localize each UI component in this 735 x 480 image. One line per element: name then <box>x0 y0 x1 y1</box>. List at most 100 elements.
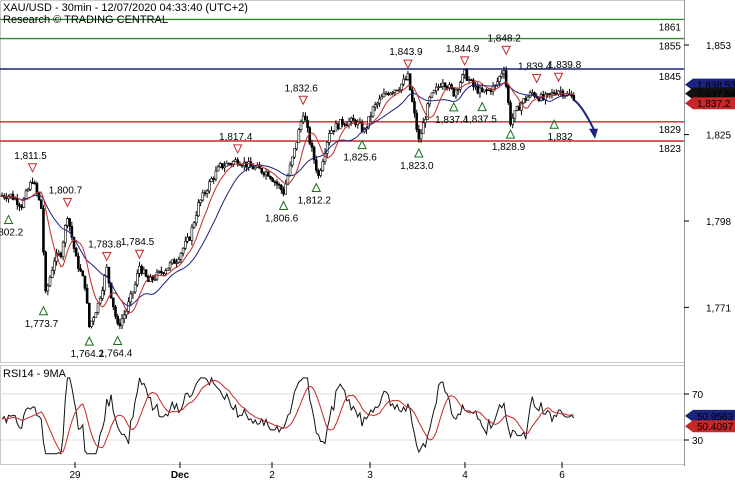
candle-body <box>269 175 272 179</box>
candle-body <box>153 278 157 281</box>
support-label: 1,806.6 <box>265 213 299 224</box>
candle-body <box>328 133 331 143</box>
candle-body <box>181 247 185 254</box>
candle-body <box>46 285 50 292</box>
candle-body <box>26 188 30 192</box>
candle-body <box>72 237 76 249</box>
candle-body <box>83 275 87 289</box>
candle-body <box>157 270 161 273</box>
candle-body <box>472 79 475 87</box>
candle-body <box>42 208 45 253</box>
support-label: 1,825.6 <box>343 153 377 164</box>
candlestick-series <box>0 66 576 330</box>
candle-body <box>397 89 401 92</box>
candle-body <box>432 90 436 94</box>
candle-body <box>480 87 484 92</box>
candle-body <box>378 98 381 104</box>
candle-body <box>192 222 196 228</box>
candle-body <box>452 88 456 97</box>
fast-moving-average-line <box>1 80 574 314</box>
candle-body <box>500 73 504 77</box>
candle-body <box>454 89 458 97</box>
resistance-label: 1,817.4 <box>219 132 253 143</box>
support-triangle <box>549 119 559 129</box>
price-tag <box>685 87 735 100</box>
candle-body <box>332 130 336 132</box>
resistance-label: 1,783.8 <box>88 239 122 250</box>
rsi-tick-label: 30 <box>692 436 704 447</box>
rsi-value-label: 50.9563 <box>697 412 734 423</box>
candle-body <box>395 89 399 92</box>
candle-body <box>234 159 237 162</box>
candle-body <box>465 69 469 81</box>
candle-body <box>463 69 466 75</box>
candle-body <box>421 122 425 134</box>
candle-body <box>136 273 139 285</box>
candle-body <box>142 269 146 274</box>
candle-body <box>415 112 418 130</box>
candle-body <box>386 92 390 96</box>
time-tick-label: Dec <box>171 470 190 480</box>
price-tick-label: 1,825 <box>706 131 731 142</box>
candle-body <box>352 117 355 121</box>
candle-body <box>266 171 270 177</box>
candle-body <box>122 314 126 319</box>
candle-body <box>59 252 63 258</box>
candle-body <box>63 225 67 243</box>
candle-body <box>306 119 309 128</box>
support-triangle <box>505 129 516 139</box>
rsi-value-label: 50.4097 <box>697 422 734 433</box>
candle-body <box>511 117 515 125</box>
support-triangle <box>448 101 459 112</box>
candle-body <box>177 259 181 263</box>
candle-body <box>336 123 340 130</box>
price-tag-label: 1,837.84 <box>697 90 735 101</box>
candle-body <box>443 82 447 88</box>
candle-body <box>138 265 141 274</box>
candle-body <box>513 110 517 119</box>
support-label: 1,828.9 <box>492 142 526 153</box>
candle-body <box>376 102 379 106</box>
candle-body <box>98 298 102 304</box>
candle-body <box>522 98 525 104</box>
candle-body <box>380 96 384 100</box>
candle-body <box>487 88 490 91</box>
candle-body <box>290 156 294 166</box>
candle-body <box>221 163 224 169</box>
candle-body <box>430 92 434 98</box>
support-triangle <box>38 305 49 316</box>
candle-body <box>44 251 47 292</box>
support-triangle <box>357 139 367 150</box>
candle-body <box>441 82 445 87</box>
candle-body <box>343 123 346 126</box>
resistance-label: 1,848.2 <box>487 33 521 44</box>
candle-body <box>371 106 375 117</box>
candle-body <box>247 161 250 168</box>
candle-body <box>223 165 226 169</box>
resistance-triangle <box>101 251 112 262</box>
level-label: 1861 <box>659 22 682 33</box>
rsi-value-tag <box>685 409 735 422</box>
candle-body <box>367 116 370 129</box>
resistance-label: 1,811.5 <box>14 151 47 162</box>
candle-body <box>288 164 292 176</box>
axes: 1,838.531,837.841,837.2 1,853 1,825 1,798 1,… <box>69 41 735 480</box>
candle-body <box>18 204 21 207</box>
candle-body <box>114 306 117 317</box>
candle-body <box>262 172 266 176</box>
candle-body <box>129 293 133 303</box>
candle-body <box>552 92 556 95</box>
candle-body <box>406 73 410 80</box>
candle-body <box>9 193 13 197</box>
level-label: 1845 <box>659 72 682 83</box>
candle-body <box>338 119 342 130</box>
support-label: 1,802.2 <box>0 228 24 239</box>
candle-body <box>168 262 172 269</box>
candle-body <box>411 89 414 102</box>
candle-body <box>166 267 170 271</box>
candle-body <box>382 93 386 98</box>
support-label: 1,823.0 <box>400 161 434 172</box>
candle-body <box>317 170 320 176</box>
candle-body <box>437 86 440 89</box>
price-tag-label: 1,838.53 <box>697 81 735 92</box>
